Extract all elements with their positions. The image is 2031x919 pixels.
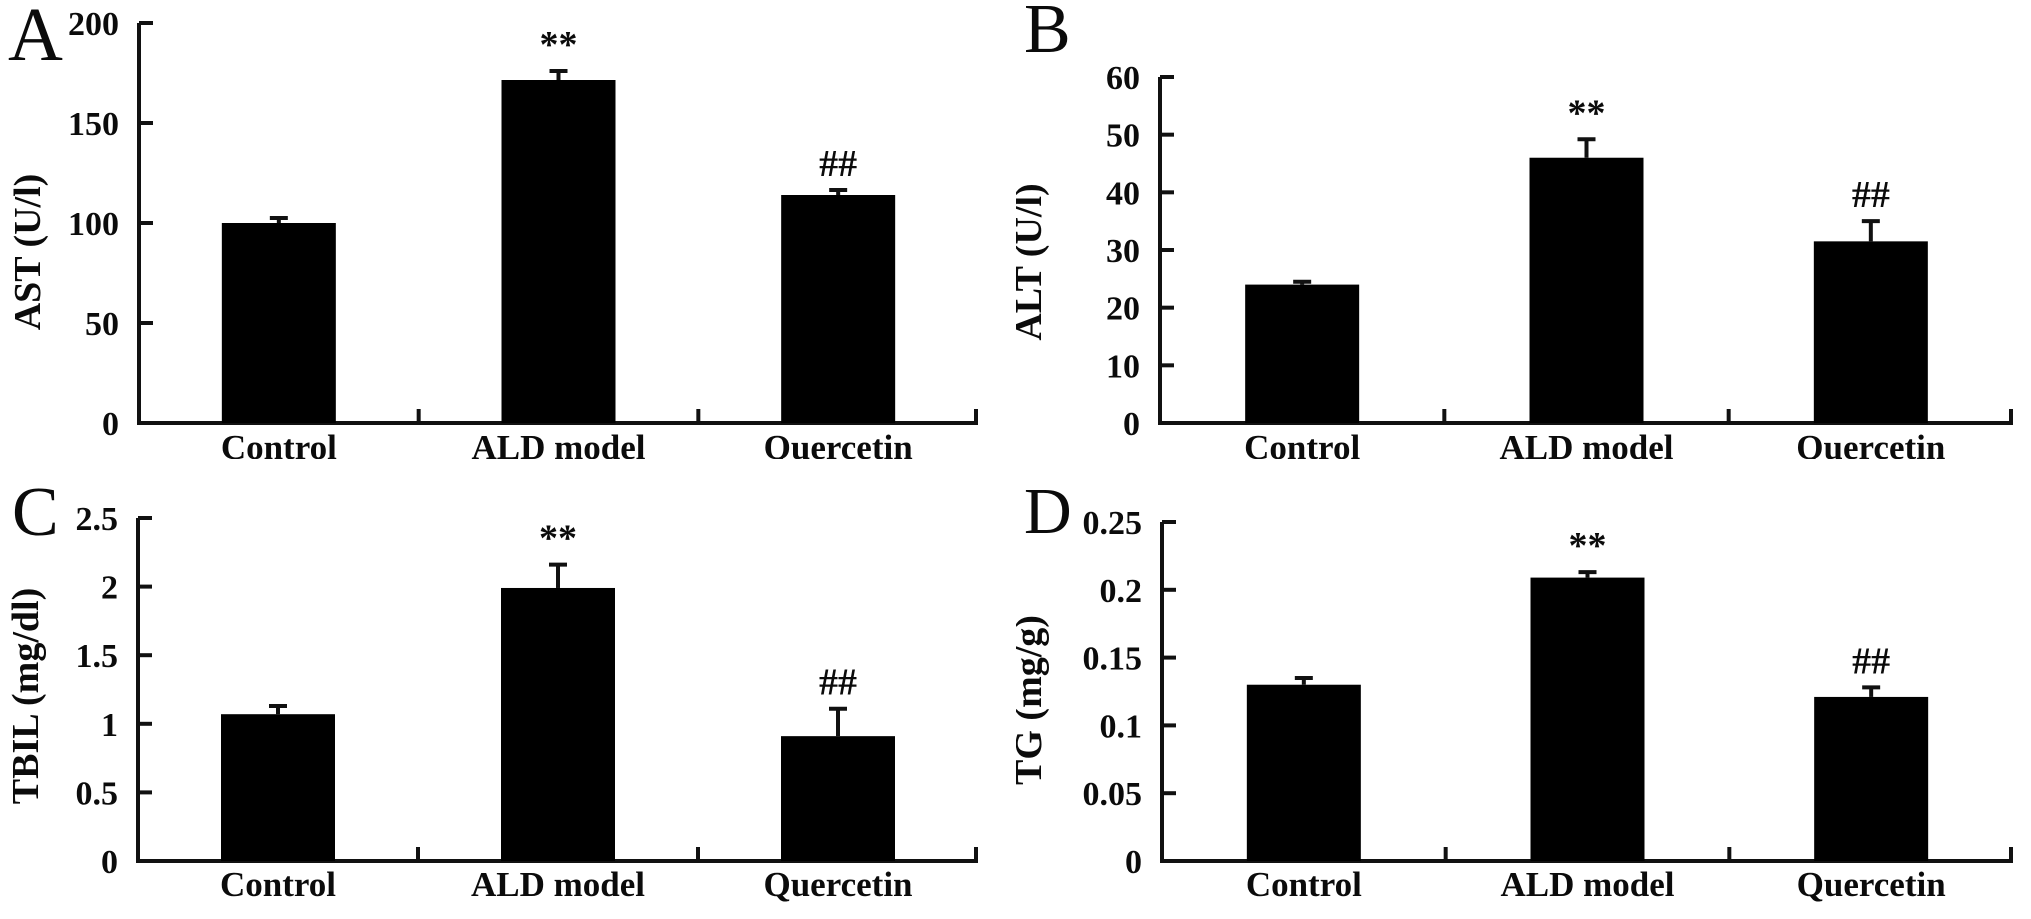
- y-tick-label: 200: [68, 6, 119, 43]
- bar-quercetin: [1814, 696, 1929, 861]
- panel-a-chart: A AST (U/l) 0 50 100 150 200 Control ** ALD model…: [7, 0, 978, 459]
- significance-marker-quercetin: ##: [819, 662, 857, 704]
- x-category-label-ald-model: ALD model: [1500, 865, 1674, 904]
- y-tick-label: 0: [101, 844, 118, 881]
- y-axis-title: TBIL (mg/dl): [5, 588, 47, 804]
- y-tick-label: 0.05: [1083, 776, 1143, 813]
- y-tick-label: 1.5: [76, 638, 119, 675]
- y-tick-label: 0.5: [76, 775, 119, 812]
- bar-quercetin: [781, 736, 895, 861]
- x-category-label-control: Control: [1246, 865, 1362, 904]
- bar-ald-model: [1530, 577, 1645, 861]
- x-category-label-control: Control: [221, 428, 337, 459]
- panel-c-chart: C TBIL (mg/dl) 0 0.5 1 1.5 2 2.5 Control ** ALD mo…: [5, 474, 978, 904]
- x-category-label-ald-model: ALD model: [471, 865, 645, 904]
- y-tick-label: 50: [85, 306, 119, 343]
- y-tick-label: 30: [1106, 233, 1140, 270]
- bar-ald-model: [1529, 157, 1644, 423]
- x-category-label-quercetin: Quercetin: [763, 865, 912, 904]
- y-tick-label: 2.5: [76, 501, 119, 538]
- panel-letter: B: [1024, 0, 1071, 68]
- x-category-label-ald-model: ALD model: [1499, 428, 1673, 459]
- significance-marker-quercetin: ##: [819, 143, 857, 185]
- significance-marker-ald-model: **: [1569, 525, 1607, 567]
- y-tick-label: 0.1: [1100, 708, 1143, 745]
- x-category-label-control: Control: [1244, 428, 1360, 459]
- y-axis-title: ALT (U/l): [1016, 183, 1050, 340]
- x-category-label-control: Control: [220, 865, 336, 904]
- y-tick-label: 0.15: [1083, 641, 1143, 678]
- x-category-label-quercetin: Quercetin: [1797, 865, 1946, 904]
- bar-quercetin: [781, 195, 896, 423]
- bar-control: [221, 223, 336, 423]
- bar-control: [1246, 684, 1361, 861]
- panel-b-chart: B ALT (U/l) 0 10 20 30 40 50 60 Control ** ALD mode…: [1016, 0, 2013, 459]
- bar-control: [1245, 284, 1360, 423]
- x-category-label-ald-model: ALD model: [471, 428, 645, 459]
- significance-marker-ald-model: **: [540, 24, 578, 66]
- y-tick-label: 0: [102, 406, 119, 443]
- panel-letter: A: [8, 0, 63, 77]
- x-category-label-quercetin: Quercetin: [764, 428, 913, 459]
- significance-marker-quercetin: ##: [1852, 174, 1890, 216]
- y-tick-label: 150: [68, 106, 119, 143]
- x-category-label-quercetin: Quercetin: [1796, 428, 1945, 459]
- bar-ald-model: [501, 587, 615, 861]
- y-tick-label: 0.25: [1083, 505, 1143, 542]
- y-tick-label: 20: [1106, 291, 1140, 328]
- y-tick-label: 0: [1123, 406, 1140, 443]
- y-tick-label: 0: [1125, 844, 1142, 881]
- y-axis-title: TG (mg/g): [1016, 615, 1050, 785]
- bar-quercetin: [1813, 241, 1928, 423]
- y-axis-title: AST (U/l): [7, 174, 49, 331]
- y-tick-label: 40: [1106, 175, 1140, 212]
- panel-letter: C: [12, 474, 59, 551]
- y-tick-label: 0.2: [1100, 573, 1143, 610]
- y-tick-label: 2: [101, 570, 118, 607]
- panel-d-chart: D TG (mg/g) 0 0.05 0.1 0.15 0.2 0.25 Control ** AL…: [1016, 475, 2013, 904]
- y-tick-label: 10: [1106, 348, 1140, 385]
- y-tick-label: 1: [101, 707, 118, 744]
- panel-letter: D: [1024, 475, 1072, 548]
- bar-ald-model: [501, 80, 616, 423]
- bar-control: [221, 714, 335, 861]
- significance-marker-ald-model: **: [1568, 92, 1606, 134]
- significance-marker-ald-model: **: [539, 518, 577, 560]
- y-tick-label: 60: [1106, 60, 1140, 97]
- significance-marker-quercetin: ##: [1852, 640, 1890, 682]
- y-tick-label: 50: [1106, 118, 1140, 155]
- y-tick-label: 100: [68, 206, 119, 243]
